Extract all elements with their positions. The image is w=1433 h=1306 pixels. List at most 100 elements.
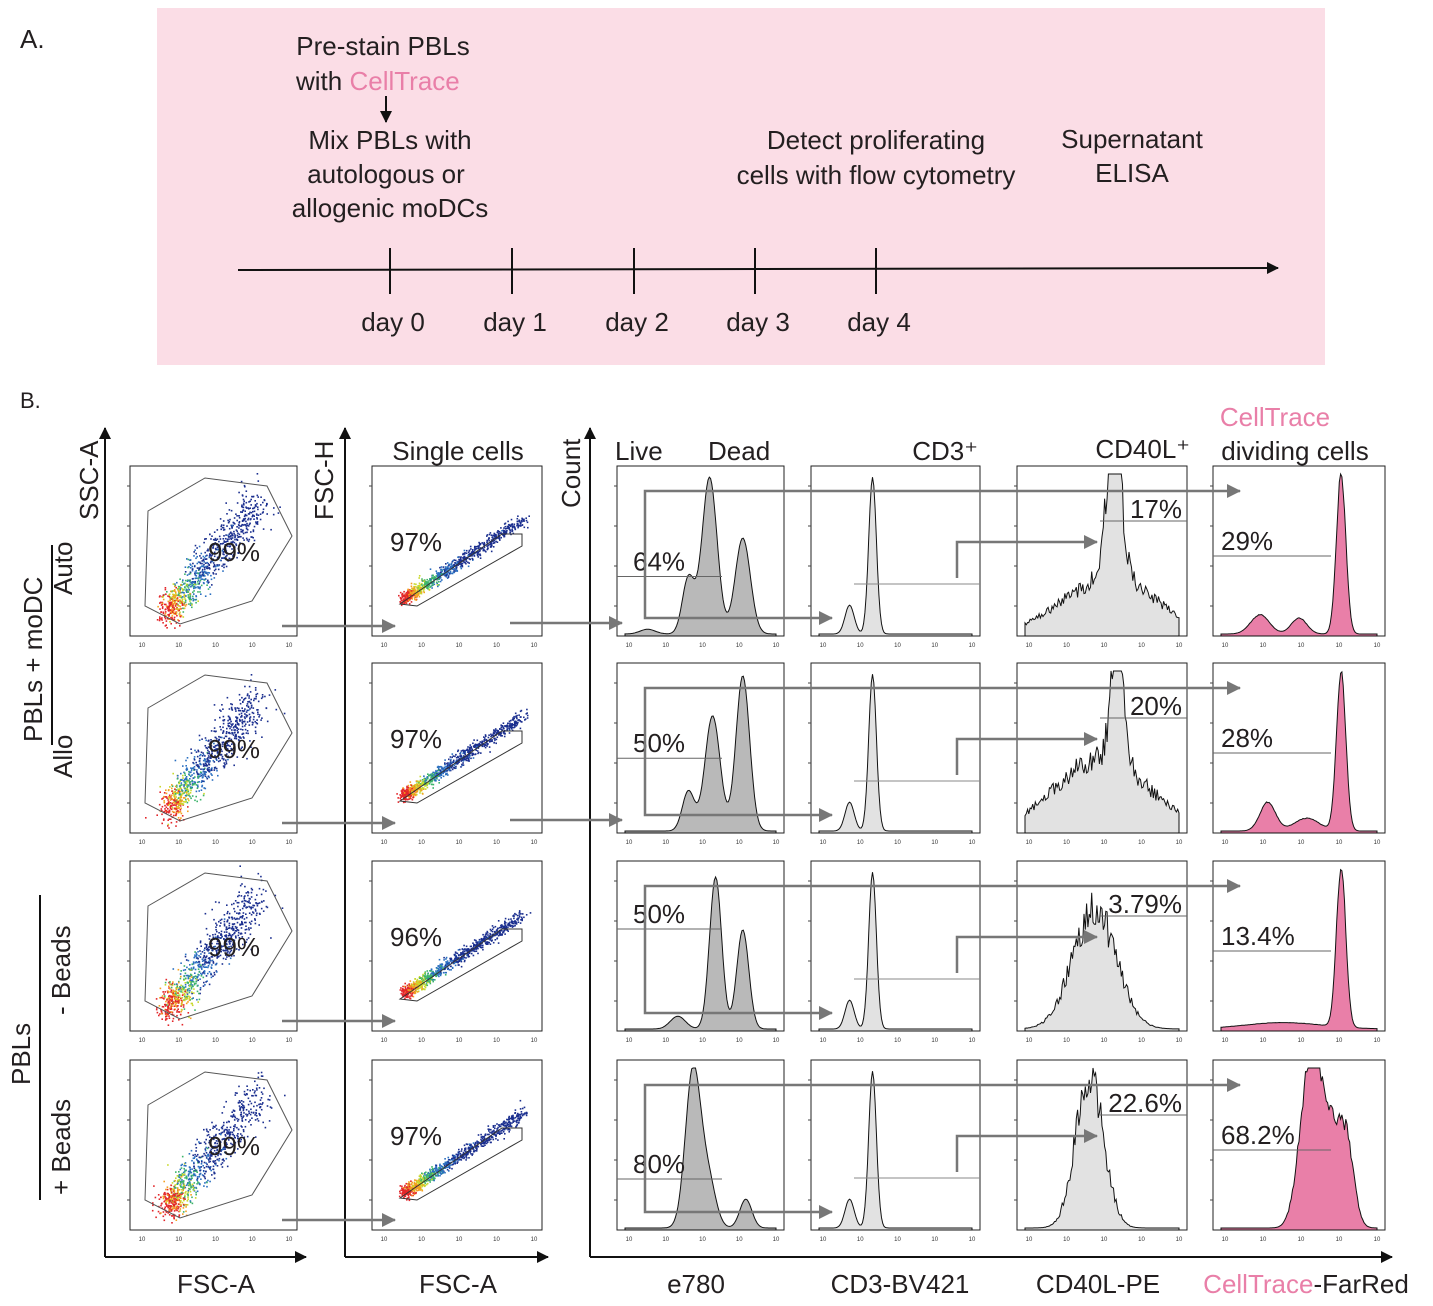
event-dot [235, 543, 237, 545]
event-dot [411, 785, 413, 788]
event-dot [191, 565, 194, 568]
event-dot [167, 997, 170, 999]
event-dot [194, 544, 197, 547]
event-dot [444, 571, 447, 573]
event-dot [185, 998, 188, 1001]
event-dot [197, 964, 199, 967]
event-dot [445, 576, 448, 578]
event-dot [245, 928, 248, 931]
x-label-fsc-a: FSC-A [177, 1269, 256, 1299]
event-dot [516, 714, 518, 717]
event-dot [494, 729, 496, 732]
event-dot [172, 583, 175, 585]
event-dot [164, 612, 167, 615]
step-elisa-line2: ELISA [1095, 158, 1169, 188]
tick-label: 10 [175, 1038, 182, 1044]
event-dot [198, 767, 200, 769]
event-dot [231, 925, 234, 928]
event-dot [181, 799, 183, 801]
event-dot [190, 967, 193, 969]
event-dot [186, 781, 189, 783]
event-dot [205, 962, 208, 964]
event-dot [203, 780, 205, 783]
event-dot [231, 934, 234, 936]
event-dot [231, 533, 233, 536]
event-dot [525, 517, 527, 519]
event-dot [174, 627, 176, 629]
event-dot [416, 783, 419, 786]
event-dot [518, 719, 520, 721]
event-dot [402, 787, 404, 789]
event-dot [254, 687, 257, 689]
event-dot [186, 585, 189, 588]
event-dot [436, 573, 439, 576]
event-dot [414, 591, 416, 594]
event-dot [202, 574, 205, 577]
event-dot [446, 569, 448, 571]
event-dot [463, 555, 466, 558]
event-dot [236, 539, 239, 541]
event-dot [186, 791, 188, 793]
event-dot [190, 752, 193, 754]
event-dot [188, 598, 191, 601]
event-dot [241, 917, 243, 919]
event-dot [421, 586, 423, 589]
event-dot [485, 741, 488, 744]
event-dot [250, 536, 252, 538]
event-dot [464, 749, 466, 752]
event-dot [230, 945, 232, 948]
event-dot [228, 557, 231, 560]
event-dot [194, 599, 197, 601]
event-dot [232, 942, 234, 944]
event-dot [415, 791, 417, 794]
event-dot [228, 737, 231, 740]
event-dot [232, 734, 235, 736]
event-dot [209, 945, 212, 948]
event-dot [225, 565, 228, 568]
event-dot [221, 935, 223, 938]
event-dot [490, 545, 493, 547]
event-dot [213, 551, 216, 554]
event-dot [172, 989, 175, 992]
event-dot [161, 1018, 163, 1020]
event-dot [262, 528, 265, 530]
event-dot [261, 694, 264, 696]
event-dot [207, 574, 209, 576]
event-dot [224, 763, 226, 766]
event-dot [246, 539, 249, 541]
event-dot [238, 524, 240, 527]
event-dot [204, 787, 207, 790]
event-dot [171, 787, 173, 790]
event-dot [194, 574, 197, 576]
event-dot [448, 767, 451, 770]
event-dot [156, 1007, 158, 1009]
event-dot [245, 906, 247, 908]
event-dot [174, 802, 176, 804]
event-dot [179, 811, 182, 813]
event-dot [169, 1011, 172, 1013]
event-dot [215, 736, 217, 739]
event-dot [260, 697, 263, 700]
event-dot [436, 584, 439, 586]
event-dot [191, 963, 194, 965]
event-dot [222, 945, 224, 947]
event-dot [525, 519, 528, 522]
event-dot [227, 950, 229, 953]
event-dot [252, 718, 255, 721]
event-dot [399, 596, 402, 599]
event-dot [221, 704, 223, 706]
event-dot [457, 564, 459, 566]
event-dot [245, 913, 247, 915]
event-dot [275, 708, 278, 711]
event-dot [216, 954, 218, 956]
event-dot [526, 714, 529, 717]
event-dot [459, 752, 461, 755]
event-dot [467, 758, 470, 760]
event-dot [168, 796, 170, 798]
event-dot [506, 726, 508, 728]
event-dot [183, 999, 185, 1001]
event-dot [444, 771, 446, 773]
event-dot [230, 706, 233, 709]
event-dot [239, 865, 241, 867]
